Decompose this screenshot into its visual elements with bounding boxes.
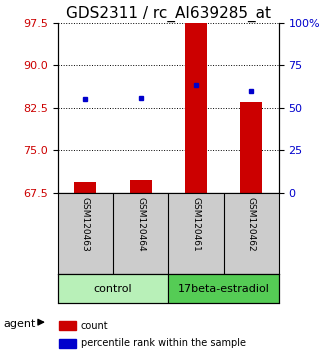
Text: GSM120462: GSM120462 (247, 197, 256, 252)
Text: GSM120464: GSM120464 (136, 197, 145, 252)
Bar (74, 182, 96, 193)
Text: percentile rank within the sample: percentile rank within the sample (81, 338, 246, 348)
Text: GSM120461: GSM120461 (191, 197, 200, 252)
Text: control: control (94, 284, 132, 293)
Bar (59, 321, 76, 330)
Bar (130, 180, 152, 193)
Bar (168, 274, 279, 303)
Text: GSM120463: GSM120463 (81, 197, 90, 252)
Bar (240, 102, 262, 193)
Text: count: count (81, 321, 109, 331)
Title: GDS2311 / rc_AI639285_at: GDS2311 / rc_AI639285_at (66, 5, 271, 22)
Bar (58, 274, 168, 303)
Bar (185, 23, 207, 193)
Bar (59, 338, 76, 348)
Text: 17beta-estradiol: 17beta-estradiol (178, 284, 270, 293)
Text: agent: agent (3, 319, 36, 329)
